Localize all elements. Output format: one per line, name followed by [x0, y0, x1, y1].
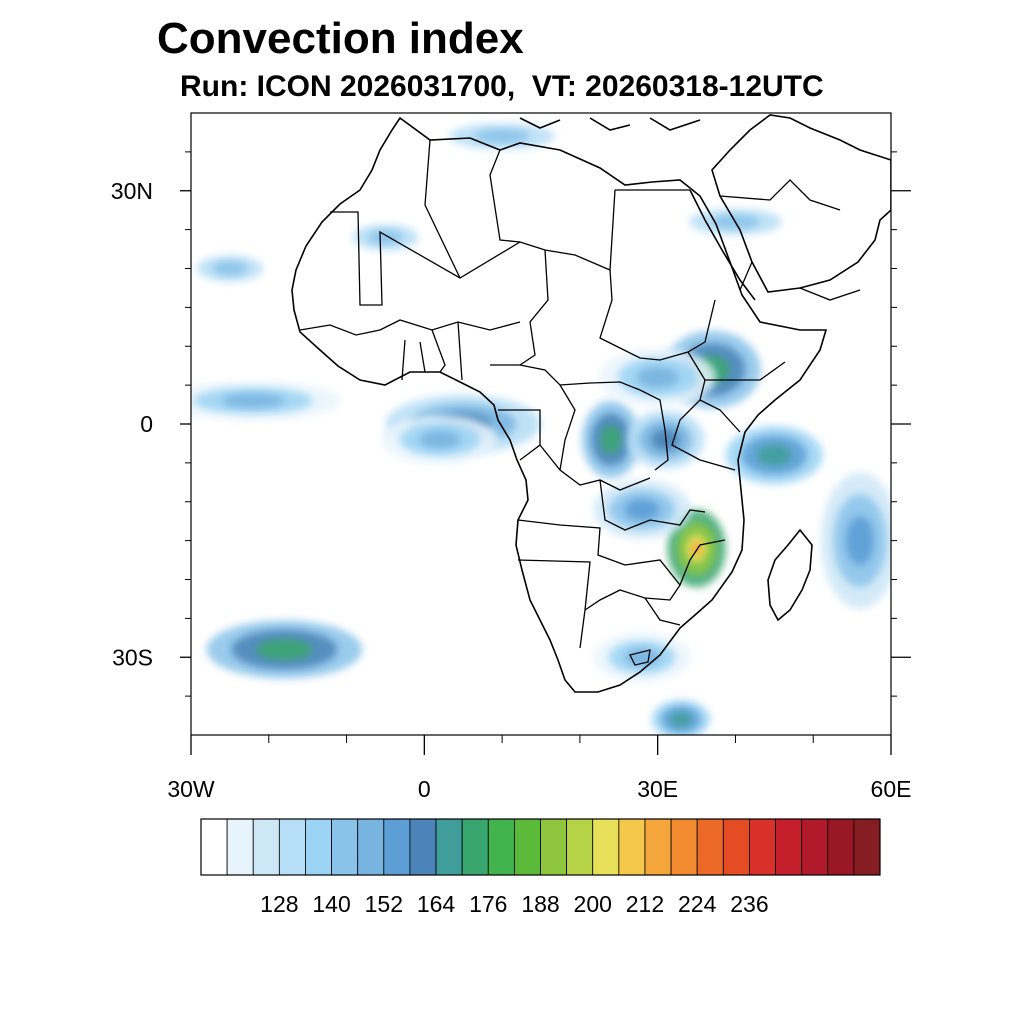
colorbar-box [853, 818, 881, 876]
europe-coast [519, 117, 701, 131]
lon-tick-label: 60E [871, 776, 912, 802]
colorbar-box [696, 818, 724, 876]
colorbar-label: 224 [678, 891, 717, 917]
field-region-mozambique-channel-south [651, 700, 711, 735]
colorbar-box [278, 818, 306, 876]
colorbar-box [670, 818, 698, 876]
field-region-gulf-of-guinea [381, 415, 499, 464]
lon-tick-label: 30W [167, 776, 215, 802]
colorbar-box [801, 818, 829, 876]
colorbar-label: 128 [260, 891, 298, 917]
red-sea [689, 189, 756, 301]
africa-coastline [291, 116, 828, 693]
colorbar-label: 152 [365, 891, 403, 917]
colorbar-box [357, 818, 385, 876]
field-region-zambia [593, 480, 691, 539]
field-region-mozambique-malawi [667, 509, 726, 588]
madagascar-coastline [767, 528, 813, 622]
colorbar-label: 140 [312, 891, 350, 917]
colorbar-box [592, 818, 620, 876]
colorbar-label: 176 [469, 891, 507, 917]
colorbar-label: 212 [626, 891, 664, 917]
colorbar-box [252, 818, 280, 876]
lat-tick-label: 0 [140, 411, 153, 437]
colorbar-box [749, 818, 776, 876]
colorbar-box [305, 818, 332, 876]
colorbar-box [226, 818, 254, 876]
field-region-madagascar-east [821, 472, 891, 609]
field-region-south-atlantic [206, 620, 363, 679]
lat-tick-label: 30N [111, 178, 153, 204]
colorbar-box [435, 818, 463, 876]
colorbar-frame [200, 818, 881, 876]
colorbar-box [487, 818, 515, 876]
field-region-atlantic-north [191, 249, 279, 288]
lat-tick-label: 30S [112, 644, 153, 670]
chart-title: Convection index [157, 14, 524, 63]
colorbar-label: 236 [730, 891, 768, 917]
colorbar-box [461, 818, 489, 876]
colorbar-box [827, 818, 855, 876]
field-region-central-congo [581, 400, 641, 479]
colorbar-box [775, 818, 803, 876]
colorbar-box [566, 818, 594, 876]
field-region-indian-ocean-east [725, 425, 823, 485]
coastlines [291, 114, 891, 693]
colorbar-box [644, 818, 672, 876]
field-region-south-sudan [599, 348, 717, 407]
field-region-saharan-north [336, 217, 435, 257]
lon-tick-label: 0 [418, 776, 431, 802]
colorbar-box [409, 818, 437, 876]
country-borders [299, 139, 861, 666]
colorbar-label: 188 [521, 891, 559, 917]
lon-tick-label: 30E [637, 776, 678, 802]
chart-subtitle: Run: ICON 2026031700, VT: 20260318-12UTC [180, 70, 824, 103]
colorbar-box [383, 818, 411, 876]
field-region-south-africa [593, 632, 691, 682]
colorbar-box [513, 818, 541, 876]
colorbar: 128 140 152 164 176 188 200 212 224 236 [200, 818, 881, 917]
field-region-tropical-atlantic [191, 381, 341, 421]
colorbar-label: 164 [417, 891, 456, 917]
colorbar-box [722, 818, 750, 876]
colorbar-label: 200 [574, 891, 612, 917]
colorbar-box [540, 818, 568, 876]
colorbar-box [331, 818, 359, 876]
colorbar-box [200, 818, 228, 876]
map-axes: 30N 0 30S 30W 0 30E 60E [111, 151, 912, 802]
arabia-coastline [711, 114, 891, 293]
colorbar-box [618, 818, 646, 876]
